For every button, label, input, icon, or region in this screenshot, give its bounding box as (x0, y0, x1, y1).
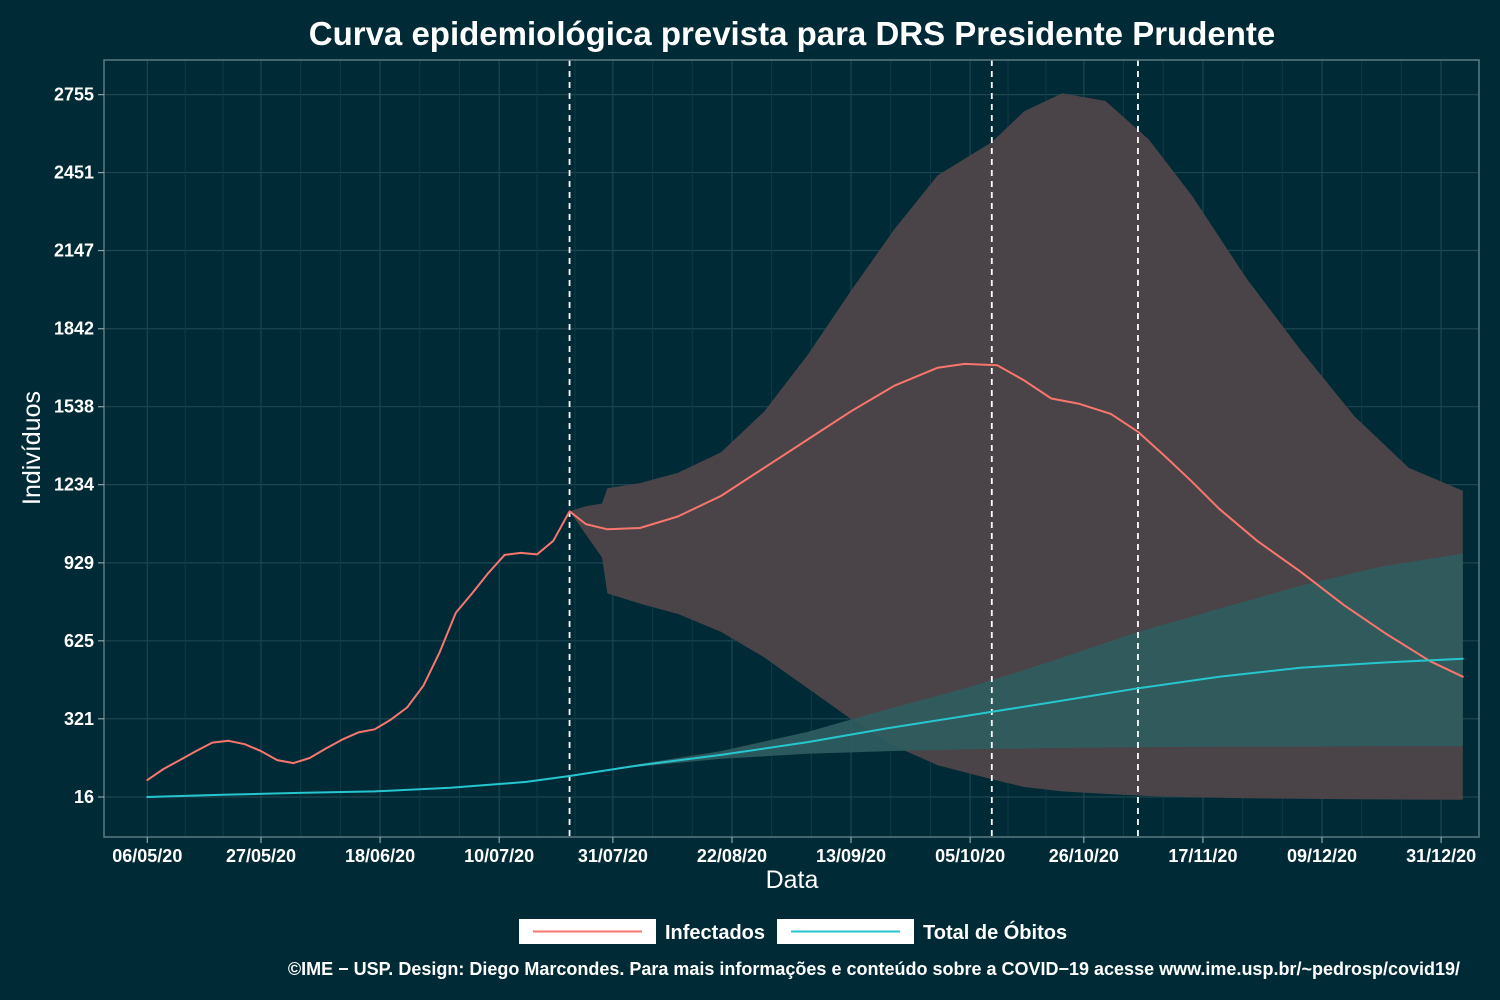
x-axis-title: Data (766, 866, 819, 894)
y-tick-label: 929 (64, 553, 94, 573)
x-tick-label: 05/10/20 (935, 846, 1005, 866)
x-tick-label: 17/11/20 (1168, 846, 1237, 866)
series-lines (146, 362, 1464, 798)
y-axis-ticks: 16 321 625 929 1234 1538 1842 2147 2451 2755 (54, 85, 104, 807)
legend-label-obitos: Total de Óbitos (923, 920, 1067, 944)
y-tick-label: 321 (64, 709, 94, 729)
confidence-bands (569, 93, 1463, 800)
y-tick-label: 2147 (54, 241, 94, 261)
x-axis-ticks: 06/05/20 27/05/20 18/06/20 10/07/20 31/07/20… (112, 837, 1476, 866)
y-tick-label: 625 (64, 631, 94, 651)
x-tick-label: 31/07/20 (578, 846, 648, 866)
y-tick-label: 1234 (54, 475, 94, 495)
x-tick-label: 18/06/20 (345, 846, 415, 866)
series-line-obitos (146, 657, 1464, 798)
chart-title: Curva epidemiológica prevista para DRS P… (309, 15, 1275, 52)
y-axis-title: Indivíduos (18, 391, 46, 505)
reference-lines (568, 60, 1139, 837)
y-tick-label: 2451 (54, 163, 94, 183)
y-tick-label: 16 (74, 787, 94, 807)
confidence-band-obitos (569, 553, 1463, 776)
x-tick-label: 10/07/20 (464, 846, 534, 866)
y-tick-label: 1842 (54, 319, 94, 339)
x-tick-label: 31/12/20 (1406, 846, 1476, 866)
y-tick-label: 1538 (54, 397, 94, 417)
x-tick-label: 27/05/20 (226, 846, 296, 866)
x-tick-label: 22/08/20 (697, 846, 767, 866)
y-tick-label: 2755 (54, 85, 94, 105)
x-tick-label: 09/12/20 (1287, 846, 1357, 866)
x-tick-label: 26/10/20 (1049, 846, 1119, 866)
legend-label-infectados: Infectados (665, 922, 765, 944)
series-line-infectados (146, 362, 1464, 782)
x-tick-label: 06/05/20 (112, 846, 182, 866)
x-tick-label: 13/09/20 (816, 846, 886, 866)
plot-panel-border (103, 59, 1480, 838)
caption-credits: ©IME − USP. Design: Diego Marcondes. Par… (288, 959, 1460, 979)
legend: Infectados Total de Óbitos (519, 919, 1067, 944)
